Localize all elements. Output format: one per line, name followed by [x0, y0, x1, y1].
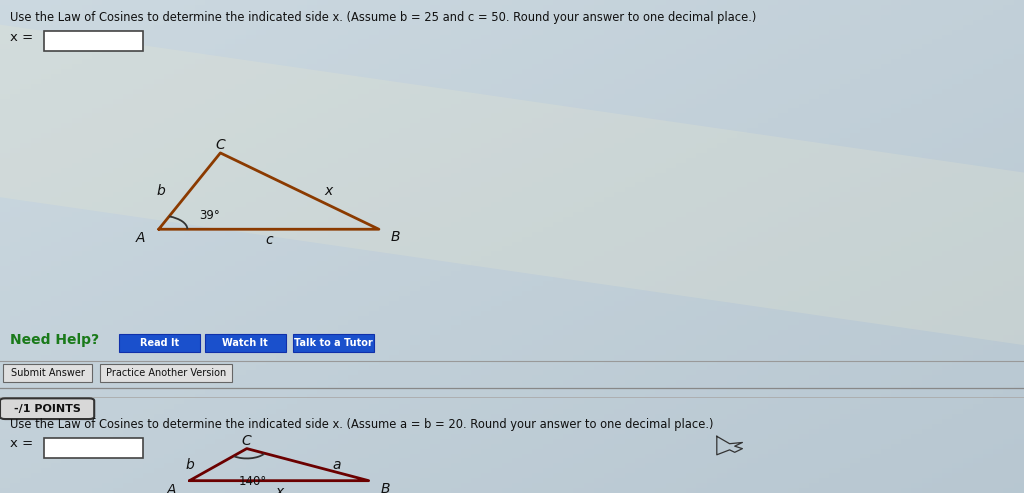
Text: Submit Answer: Submit Answer	[10, 368, 85, 378]
Text: c: c	[265, 233, 272, 247]
Text: Read It: Read It	[139, 338, 179, 348]
Text: C: C	[215, 138, 225, 152]
Text: A: A	[135, 231, 145, 245]
Text: Practice Another Version: Practice Another Version	[106, 368, 226, 378]
FancyBboxPatch shape	[3, 364, 92, 382]
FancyBboxPatch shape	[44, 438, 143, 458]
Text: Use the Law of Cosines to determine the indicated side x. (Assume b = 25 and c =: Use the Law of Cosines to determine the …	[10, 11, 757, 24]
Text: B: B	[390, 230, 400, 244]
Text: x: x	[325, 184, 333, 198]
Text: x =: x =	[10, 31, 34, 43]
FancyBboxPatch shape	[205, 334, 286, 352]
Text: -/1 POINTS: -/1 POINTS	[13, 404, 81, 414]
FancyBboxPatch shape	[100, 364, 232, 382]
Text: A: A	[166, 483, 176, 493]
FancyBboxPatch shape	[0, 398, 94, 419]
Text: a: a	[332, 458, 341, 472]
Text: C: C	[242, 434, 252, 448]
Text: b: b	[157, 184, 165, 198]
Text: x =: x =	[10, 437, 34, 450]
Text: Watch It: Watch It	[222, 338, 268, 348]
FancyBboxPatch shape	[44, 31, 143, 51]
Text: Talk to a Tutor: Talk to a Tutor	[294, 338, 373, 348]
Text: 140°: 140°	[239, 475, 266, 489]
Text: x: x	[274, 485, 284, 493]
Text: Need Help?: Need Help?	[10, 333, 99, 347]
FancyBboxPatch shape	[293, 334, 374, 352]
Text: b: b	[185, 458, 194, 472]
Text: Use the Law of Cosines to determine the indicated side x. (Assume a = b = 20. Ro: Use the Law of Cosines to determine the …	[10, 418, 714, 431]
Text: B: B	[380, 482, 390, 493]
FancyBboxPatch shape	[119, 334, 200, 352]
Polygon shape	[0, 25, 1024, 345]
Text: 39°: 39°	[199, 209, 220, 222]
